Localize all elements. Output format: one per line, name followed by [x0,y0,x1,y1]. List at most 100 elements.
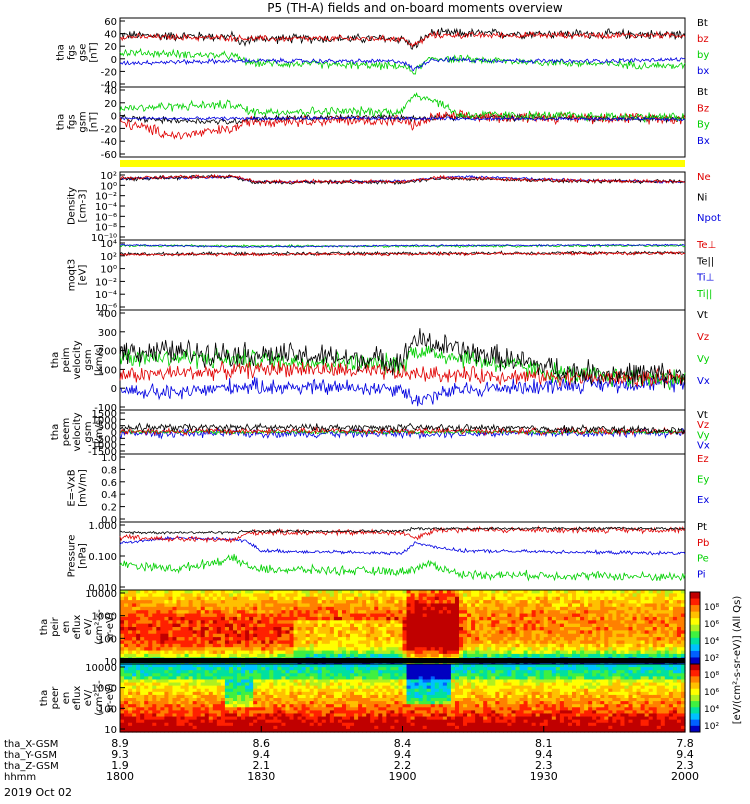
y-tick-label: 300 [98,328,117,339]
legend-Npot: Npot [697,213,721,224]
panel-frame [120,454,685,522]
y-tick-label: 40 [104,86,117,97]
y-label-line: fgs [67,45,78,60]
legend-bx: bx [697,66,709,77]
y-label-line: velocity [72,340,83,379]
y-label-line: Pressure [67,535,78,578]
panel-9: 10000100010010thapeirenefluxeV/(cm²-s-sr… [39,589,686,668]
legend-by: by [697,50,709,61]
panel-10: 10000100010010thapeerenefluxeV/(cm²-s-sr… [39,663,686,736]
y-label-line: tha [50,424,61,440]
panel-4: 10⁴10²10⁰10⁻²10⁻⁴10⁻⁶moqt3[eV]Te⊥Te||Ti⊥… [67,239,717,314]
legend-Pe: Pe [697,554,709,565]
y-tick-label: 1.0 [101,453,117,464]
legend-Ey: Ey [697,475,709,486]
y-tick-label: 10⁻⁴ [95,290,117,301]
y-axis-label: moqt3[eV] [67,259,89,292]
y-axis-label: Density[cm-3] [67,187,89,225]
legend-bz: bz [697,34,709,45]
legend-Bt: Bt [697,87,708,98]
y-tick-label: 10⁴ [100,239,117,250]
series-Vt [120,328,685,389]
y-tick-label: 10⁰ [100,265,117,276]
y-tick-label: 0.2 [101,503,117,514]
y-label-line: tha [56,44,67,60]
legend-Ez: Ez [697,454,709,465]
y-label-line: [mV/m] [78,469,89,507]
panel-5: 4003002001000-100thapeimvelocitygsm[km/s… [50,309,710,414]
panel-frame [120,18,685,87]
y-label-line: [nT] [89,112,100,132]
y-tick-label: -20 [101,67,117,78]
legend-Bx: Bx [697,136,710,147]
y-tick-label: 60 [104,17,117,28]
y-label-line: gse [78,44,89,62]
y-label-line: fgs [67,114,78,129]
y-axis-label: thapeirenefluxeV/(cm²-s-sr-eV) [39,609,116,645]
y-label-line: peim [61,347,72,372]
y-axis-label: thafgsgse[nT] [56,42,100,62]
y-label-line: gsm [83,349,94,370]
y-label-line: gsm [78,111,89,132]
legend-Ex: Ex [697,495,709,506]
y-label-line: [km/s] [94,416,105,448]
y-tick-label: -60 [101,150,117,161]
figure-title: P5 (TH-A) fields and on-board moments ov… [267,1,563,15]
legend-Vy: Vy [697,354,710,365]
y-label-line: tha [50,352,61,368]
y-label-line: tha [39,619,50,635]
legend-Vx: Vx [697,376,710,387]
y-tick-label: 400 [98,309,117,320]
y-label-line: eflux [72,615,83,640]
y-label-line: (cm²-s- [94,609,105,645]
low-energy-band [120,658,685,663]
y-tick-label: 0.6 [101,478,117,489]
legend-Ne: Ne [697,172,711,183]
y-axis-label: thapeimvelocitygsm[km/s] [50,340,105,379]
series-Bz [120,110,685,139]
legend-Bt: Bt [697,18,708,29]
y-label-line: gsm [83,421,94,442]
legend-Bz: Bz [697,103,709,114]
y-axis-label: Pressure[nPa] [67,535,89,578]
y-label-line: [nT] [89,42,100,62]
y-tick-label: 0 [111,384,117,395]
legend-By: By [697,120,710,131]
legend-Pi: Pi [697,569,706,580]
y-label-line: sr-eV) [105,612,116,641]
y-tick-label: -20 [101,124,117,135]
y-label-line: [eV] [78,265,89,286]
y-axis-label: E=-VxB[mV/m] [67,469,89,507]
y-tick-label: 20 [104,42,117,53]
legend-Ti||: Ti|| [696,289,712,300]
legend-Pb: Pb [697,538,709,549]
y-tick-label: 0.4 [101,490,117,501]
legend-Ti⊥: Ti⊥ [696,273,714,284]
y-tick-label: 0.8 [101,465,117,476]
panels-group: 6040200-20-40thafgsgse[nT]Btbzbybx40200-… [39,17,743,736]
y-label-line: peir [50,616,61,636]
y-tick-label: -40 [101,137,117,148]
series-Pe [120,554,685,581]
y-axis-label: thapeemvelocitygsm[km/s] [50,412,105,451]
y-tick-label: 0 [111,112,117,123]
y-tick-label: 10000 [85,589,117,600]
legend-Te||: Te|| [696,256,714,267]
y-tick-label: 40 [104,30,117,41]
y-tick-label: 10⁻² [95,277,117,288]
series-Vx [120,376,685,406]
y-axis-label: thafgsgsm[nT] [56,111,100,132]
series-Vt [120,423,685,434]
panel-frame [120,310,685,410]
panel-3: 10²10⁰10⁻²10⁻⁴10⁻⁶10⁻⁸10⁻¹⁰Density[cm-3]… [67,171,721,244]
y-tick-label: 1.000 [88,521,117,532]
series-bz [120,32,685,47]
legend-Pt: Pt [697,522,707,533]
legend-Te⊥: Te⊥ [696,240,716,251]
y-label-line: en [61,621,72,634]
